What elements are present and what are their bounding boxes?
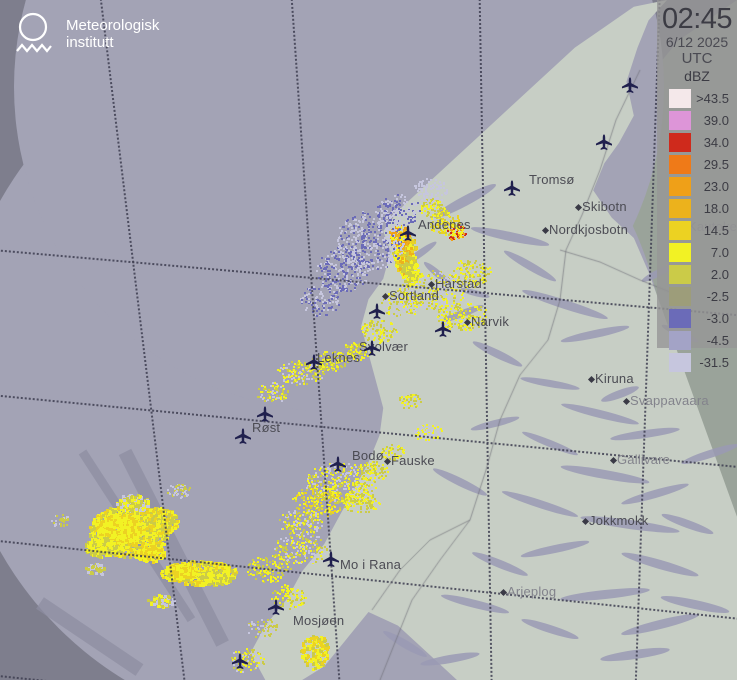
place-marker-dot [541,226,550,235]
airport-plane-icon [502,179,522,199]
legend-swatch [669,88,691,108]
airport-plane-icon [620,76,640,96]
airport-plane-icon [362,339,382,359]
legend-scale-row: 7.0 [657,241,737,263]
legend-swatch [669,352,691,372]
legend-swatch [669,198,691,218]
place-marker-dot [587,375,596,384]
place-marker-dot [581,517,590,526]
legend-swatch [669,242,691,262]
legend-scale-label: -2.5 [706,288,729,304]
legend-scale-label: 14.5 [703,222,729,238]
place-label: Harstad [435,276,482,291]
legend-color-scale: >43.5 39.0 34.0 29.5 23.0 18.0 14.5 7.0 2.0 -2.5 -… [657,87,737,373]
place-label: Kiruna [595,371,634,386]
legend-scale-row: >43.5 [657,87,737,109]
legend-scale-row: 2.0 [657,263,737,285]
legend-scale-label: 34.0 [703,134,729,150]
place-marker-dot [622,397,631,406]
legend-scale-row: 39.0 [657,109,737,131]
place-label: Gällivare [617,452,671,467]
legend-swatch [669,286,691,306]
place-label: Bodø [352,448,384,463]
legend-scale-label: -31.5 [699,354,729,370]
place-label: Arjeplog [507,584,557,599]
legend-scale-label: -3.0 [706,310,729,326]
airport-plane-icon [304,353,324,373]
legend-scale-label: 7.0 [710,244,729,260]
place-label: Tromsø [529,172,575,187]
place-label: Mo i Rana [340,557,402,572]
airport-plane-icon [328,455,348,475]
place-label: Andenes [418,217,471,232]
legend-swatch [669,132,691,152]
legend-unit: dBZ [684,68,710,84]
airport-plane-icon [594,133,614,153]
place-label: Sortland [389,288,440,303]
place-marker-dot [381,292,390,301]
legend-scale-label: 18.0 [703,200,729,216]
place-marker-dot [463,318,472,327]
legend-swatch [669,264,691,284]
legend-scale-label: 2.0 [710,266,729,282]
legend-scale-row: 14.5 [657,219,737,241]
place-marker-dot [574,203,583,212]
place-label: Jokkmokk [589,513,649,528]
legend-scale-row: 18.0 [657,197,737,219]
legend-scale-row: 34.0 [657,131,737,153]
place-label: Narvik [471,314,510,329]
place-label: Nordkjosbotn [549,222,628,237]
sun-wave-icon [16,12,52,53]
place-marker-dot [609,456,618,465]
airport-plane-icon [433,320,453,340]
legend-scale-row: -4.5 [657,329,737,351]
legend-scale-label: 23.0 [703,178,729,194]
place-label: Svappavaara [630,393,709,408]
legend-scale-row: -2.5 [657,285,737,307]
legend-scale-label: -4.5 [706,332,729,348]
met-logo: Meteorologisk institutt [14,10,159,58]
place-label: Skibotn [582,199,627,214]
place-marker-dot [499,588,508,597]
legend-swatch [669,176,691,196]
airport-plane-icon [398,224,418,244]
airport-plane-icon [321,550,341,570]
legend-swatch [669,308,691,328]
legend-scale-label: 39.0 [703,112,729,128]
legend-scale-label: >43.5 [696,90,729,106]
met-logo-text: Meteorologisk institutt [66,17,159,51]
place-marker-dot [427,280,436,289]
airport-plane-icon [230,652,250,672]
legend-scale-row: 29.5 [657,153,737,175]
place-label: Fauske [391,453,435,468]
brand-line-2: institutt [66,34,114,51]
legend-swatch [669,330,691,350]
legend-scale-row: -31.5 [657,351,737,373]
legend-timezone: UTC [681,50,713,67]
place-marker-dot [383,457,392,466]
legend-swatch [669,154,691,174]
radar-legend-panel: 02:45 6/12 2025 UTC dBZ >43.5 39.0 34.0 29.… [657,0,737,372]
legend-scale-label: 29.5 [703,156,729,172]
place-label: Leknes [317,350,361,365]
airport-plane-icon [233,427,253,447]
place-label: Mosjøen [293,613,345,628]
legend-time: 02:45 [661,3,733,35]
airport-plane-icon [255,405,275,425]
legend-scale-row: -3.0 [657,307,737,329]
airport-plane-icon [367,302,387,322]
airport-plane-icon [266,598,286,618]
legend-swatch [669,110,691,130]
brand-line-1: Meteorologisk [66,17,160,34]
place-label: Røst [252,420,281,435]
legend-scale-row: 23.0 [657,175,737,197]
legend-swatch [669,220,691,240]
legend-date: 6/12 2025 [665,34,729,50]
